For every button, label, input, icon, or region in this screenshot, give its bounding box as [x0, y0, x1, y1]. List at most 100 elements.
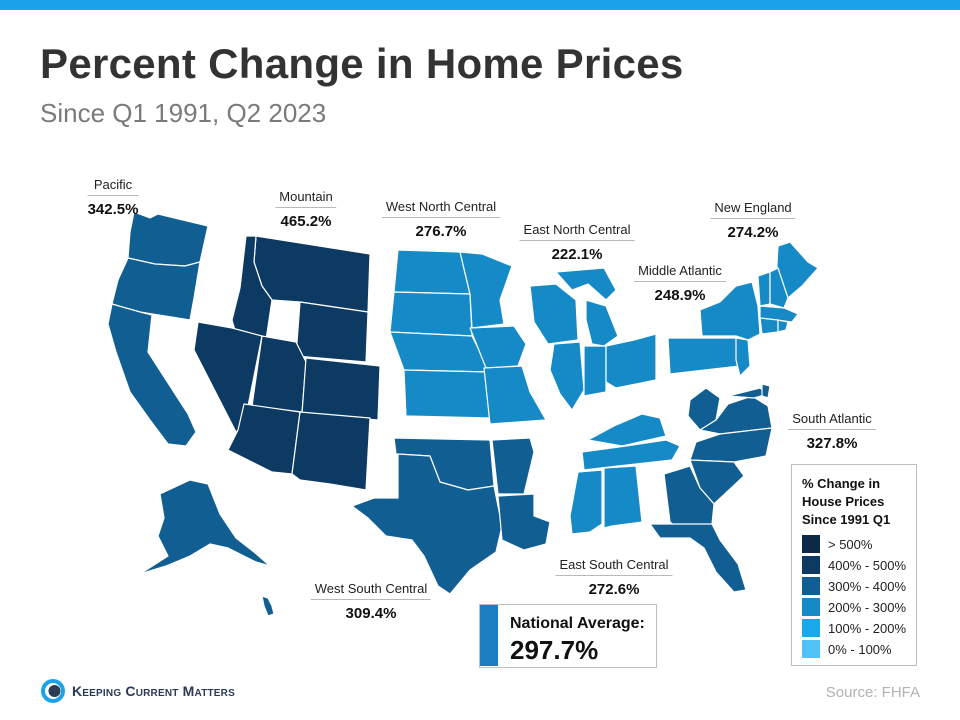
legend-item: 400% - 500% [802, 556, 906, 574]
region-mountain [193, 235, 381, 491]
state-hawaii [261, 595, 275, 617]
legend-item: 0% - 100% [802, 640, 892, 658]
region-new-england [757, 241, 819, 335]
region-east-south-central [569, 413, 681, 535]
label-east-north-central: East North Central 222.1% [519, 222, 635, 263]
state-utah [251, 335, 307, 413]
region-name: South Atlantic [788, 411, 876, 430]
region-value: 272.6% [588, 581, 640, 598]
state-alabama [603, 465, 643, 529]
state-alaska [139, 479, 271, 575]
legend-swatch [802, 640, 820, 658]
region-middle-atlantic [667, 281, 761, 377]
state-kansas [403, 369, 491, 419]
label-middle-atlantic: Middle Atlantic 248.9% [634, 263, 726, 304]
legend-label: 200% - 300% [828, 599, 907, 615]
region-name: Pacific [87, 177, 139, 196]
state-new-jersey [735, 337, 751, 377]
legend-item: 100% - 200% [802, 619, 906, 637]
state-california [107, 303, 197, 447]
label-new-england: New England 274.2% [710, 200, 796, 241]
state-minnesota [459, 251, 513, 329]
state-south-dakota [389, 291, 473, 337]
national-average-label: National Average: [510, 615, 645, 632]
region-name: New England [710, 200, 796, 219]
state-wyoming [295, 301, 369, 363]
region-south-atlantic [649, 383, 773, 593]
state-louisiana [497, 493, 551, 551]
legend-item: 300% - 400% [802, 577, 906, 595]
legend-title-line: House Prices [802, 494, 885, 509]
region-value: 465.2% [280, 213, 332, 230]
legend: % Change in House Prices Since 1991 Q1 >… [791, 464, 917, 666]
legend-swatch [802, 577, 820, 595]
legend-item: 200% - 300% [802, 598, 906, 616]
legend-label: > 500% [828, 536, 873, 552]
label-east-south-central: East South Central 272.6% [555, 557, 673, 598]
region-value: 342.5% [87, 201, 139, 218]
legend-swatch [802, 619, 820, 637]
legend-label: 300% - 400% [828, 578, 907, 594]
legend-label: 0% - 100% [828, 641, 892, 657]
region-value: 274.2% [727, 224, 779, 241]
state-connecticut [759, 317, 779, 335]
region-value: 222.1% [551, 246, 603, 263]
region-west-north-central [389, 249, 547, 425]
label-west-north-central: West North Central 276.7% [381, 199, 501, 240]
state-oregon [111, 257, 201, 321]
state-idaho [231, 235, 273, 341]
legend-swatch [802, 535, 820, 553]
legend-title: % Change in House Prices Since 1991 Q1 [802, 475, 890, 529]
state-florida [649, 523, 747, 593]
region-name: West North Central [381, 199, 501, 218]
legend-swatch [802, 556, 820, 574]
kcm-logo-icon [41, 679, 65, 703]
state-rhode-island [777, 319, 789, 333]
region-name: Middle Atlantic [634, 263, 726, 282]
region-value: 248.9% [654, 287, 706, 304]
region-name: East North Central [519, 222, 635, 241]
state-new-york [699, 281, 761, 341]
state-missouri [483, 365, 547, 425]
logo-text: Keeping Current Matters [72, 683, 235, 699]
page-subtitle: Since Q1 1991, Q2 2023 [40, 98, 327, 128]
state-delaware [761, 383, 771, 399]
state-new-hampshire [769, 267, 789, 309]
label-south-atlantic: South Atlantic 327.8% [788, 411, 876, 452]
national-average-accent-bar [480, 605, 498, 666]
region-name: West South Central [310, 581, 432, 600]
state-washington [127, 211, 209, 267]
region-value: 327.8% [806, 435, 858, 452]
accent-top-bar [0, 0, 960, 10]
region-value: 309.4% [345, 605, 397, 622]
legend-title-line: Since 1991 Q1 [802, 512, 891, 527]
state-texas [351, 453, 503, 595]
page-title: Percent Change in Home Prices [40, 40, 684, 87]
region-name: East South Central [555, 557, 673, 576]
legend-label: 100% - 200% [828, 620, 907, 636]
label-west-south-central: West South Central 309.4% [310, 581, 432, 622]
region-east-north-central [529, 267, 657, 411]
state-tennessee [581, 439, 681, 471]
state-pennsylvania [667, 337, 741, 375]
state-illinois [549, 341, 585, 411]
legend-title-line: % Change in [802, 476, 881, 491]
state-mississippi [569, 469, 603, 535]
label-mountain: Mountain 465.2% [275, 189, 337, 230]
kcm-logo: Keeping Current Matters [40, 678, 235, 704]
national-average-box: National Average: 297.7% [479, 604, 657, 668]
legend-item: > 500% [802, 535, 872, 553]
state-michigan [555, 267, 619, 347]
state-massachusetts [759, 305, 799, 323]
state-new-mexico [291, 411, 371, 491]
state-north-dakota [393, 249, 471, 295]
state-north-carolina [689, 427, 773, 463]
legend-swatch [802, 598, 820, 616]
state-georgia [663, 465, 715, 531]
state-iowa [469, 325, 527, 369]
state-vermont [757, 271, 771, 307]
state-indiana [583, 345, 607, 397]
label-pacific: Pacific 342.5% [87, 177, 139, 218]
state-wisconsin [529, 283, 579, 345]
